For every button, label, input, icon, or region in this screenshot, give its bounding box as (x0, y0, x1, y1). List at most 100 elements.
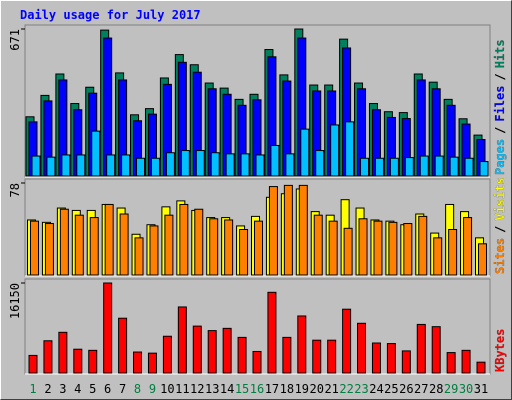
bar (418, 215, 428, 276)
bar (433, 237, 443, 276)
bar (461, 349, 471, 374)
bar (345, 121, 355, 177)
bar (282, 336, 292, 374)
bar (103, 282, 113, 374)
bar (449, 156, 459, 177)
x-tick-label: 27 (414, 382, 428, 396)
bar (386, 343, 396, 374)
x-tick-label: 1 (29, 382, 36, 396)
x-tick-label: 16 (250, 382, 264, 396)
bar (328, 220, 338, 276)
bar (149, 225, 159, 276)
bar (222, 327, 232, 374)
bar (446, 352, 456, 374)
bar (136, 157, 146, 177)
bar (401, 350, 411, 374)
bar (225, 153, 235, 177)
bar (448, 229, 458, 276)
bar (342, 308, 352, 374)
x-tick-label: 21 (324, 382, 338, 396)
x-tick-label: 10 (160, 382, 174, 396)
x-tick-label: 3 (59, 382, 66, 396)
x-tick-label: 23 (354, 382, 368, 396)
x-tick-label: 13 (205, 382, 219, 396)
bar (44, 223, 54, 276)
bar (237, 336, 247, 374)
bar (298, 184, 308, 276)
bar (46, 156, 56, 177)
x-tick-label: 17 (265, 382, 279, 396)
bar (270, 144, 280, 177)
plots: 671Pages/Files/Hits78Sites/Visits16150KB… (8, 24, 507, 396)
bar (76, 154, 86, 177)
bar (373, 220, 383, 276)
legend: KBytes (493, 329, 507, 372)
bar (327, 339, 337, 374)
bar (89, 217, 99, 276)
legend-separator: / (493, 226, 507, 233)
x-tick-label: 25 (384, 382, 398, 396)
bar (224, 219, 234, 276)
bar (313, 214, 323, 276)
bar (285, 153, 295, 177)
x-tick-label: 6 (104, 382, 111, 396)
bar (150, 157, 160, 177)
bar (416, 323, 426, 374)
bar (133, 351, 143, 374)
bar (464, 157, 474, 177)
x-tick-label: 9 (149, 382, 156, 396)
x-tick-label: 14 (220, 382, 234, 396)
legend-entry: Visits (493, 177, 507, 220)
legend-separator: / (493, 127, 507, 134)
x-tick-label: 5 (89, 382, 96, 396)
bar (389, 157, 399, 177)
bar (147, 352, 157, 374)
bar (268, 186, 278, 276)
bar (371, 342, 381, 374)
bar (31, 155, 41, 177)
legend-entry: Pages (493, 139, 507, 175)
bar (312, 339, 322, 374)
y-tick-label: 671 (8, 29, 22, 51)
x-tick-label: 26 (399, 382, 413, 396)
x-tick-label: 2 (44, 382, 51, 396)
bar (207, 330, 217, 374)
bar (240, 153, 250, 177)
x-tick-label: 29 (444, 382, 458, 396)
bar (91, 130, 101, 177)
bar (297, 315, 307, 374)
bar (315, 150, 325, 177)
x-tick-label: 7 (119, 382, 126, 396)
bar (239, 229, 249, 276)
chart-title: Daily usage for July 2017 (20, 8, 201, 22)
bar (431, 326, 441, 374)
bar (106, 154, 116, 177)
bar (177, 306, 187, 374)
bar (88, 349, 98, 374)
bar (179, 203, 189, 276)
x-tick-label: 15 (235, 382, 249, 396)
x-tick-label: 20 (310, 382, 324, 396)
x-tick-label: 30 (459, 382, 473, 396)
x-tick-label: 31 (474, 382, 488, 396)
bar (194, 208, 204, 276)
legend: Pages / Files / Hits (493, 39, 507, 175)
bar (479, 161, 489, 177)
bar (192, 325, 202, 374)
x-tick-label: 22 (339, 382, 353, 396)
bar (267, 291, 277, 374)
x-tick-label: 24 (369, 382, 383, 396)
bar (476, 361, 486, 374)
x-tick-label: 12 (190, 382, 204, 396)
legend-entry: Sites (493, 238, 507, 274)
bar (283, 184, 293, 276)
bar (357, 322, 367, 374)
bar (164, 214, 174, 276)
bar (374, 157, 384, 177)
bar (255, 154, 265, 177)
x-tick-label: 19 (295, 382, 309, 396)
bar (30, 220, 39, 276)
bar (358, 218, 368, 276)
